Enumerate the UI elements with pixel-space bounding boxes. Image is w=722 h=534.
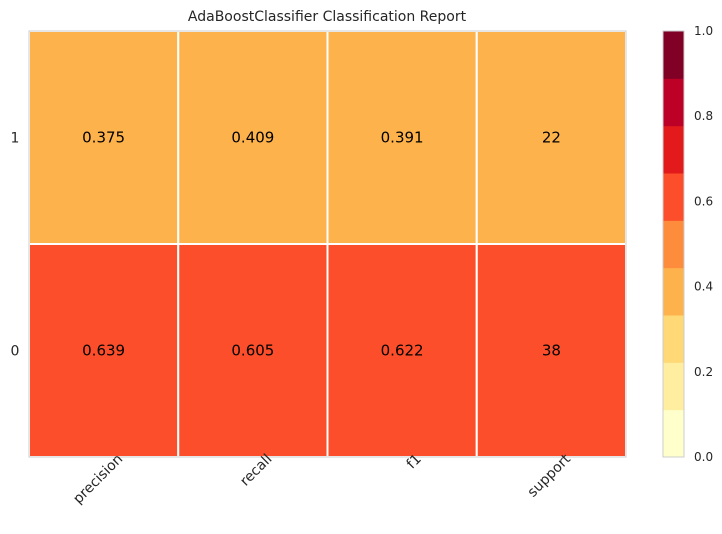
colorbar-segment — [663, 173, 684, 221]
heatmap-cell-1-precision — [28, 30, 180, 245]
heatmap-cell-1-recall — [177, 30, 329, 245]
colorbar-tick-label: 0.0 — [694, 450, 713, 464]
colorbar-tick-label: 0.2 — [694, 365, 713, 379]
colorbar-segment — [663, 362, 684, 411]
cell-value-label: 0.639 — [82, 342, 125, 360]
cell-value-label: 0.391 — [381, 129, 424, 147]
cell-value-label: 0.375 — [82, 129, 125, 147]
cell-value-label: 0.605 — [231, 342, 274, 360]
column-tick-label: precision — [70, 451, 126, 507]
row-tick-labels: 10 — [11, 131, 20, 360]
colorbar-tick-label: 0.6 — [694, 194, 713, 208]
colorbar-segment — [663, 315, 684, 363]
heatmap-cell-0-support — [475, 243, 627, 458]
row-tick-label: 1 — [11, 131, 20, 147]
colorbar-segment — [663, 31, 684, 79]
cell-value-label: 38 — [542, 342, 561, 360]
cell-value-label: 0.409 — [231, 129, 274, 147]
colorbar-segment — [663, 220, 684, 269]
column-tick-labels: precision recall f1 support — [70, 451, 574, 507]
colorbar-tick-labels: 0.0 0.2 0.4 0.6 0.8 1.0 — [694, 24, 713, 464]
heatmap-cell-1-support — [475, 30, 627, 245]
colorbar-tick-label: 0.4 — [694, 280, 713, 294]
colorbar — [662, 30, 685, 458]
cell-value-label: 0.622 — [381, 342, 424, 360]
plot-frame — [28, 30, 627, 458]
heatmap-cell-0-precision — [28, 243, 180, 458]
colorbar-segment — [663, 267, 684, 316]
row-tick-label: 0 — [11, 344, 20, 360]
colorbar-tick-label: 1.0 — [694, 24, 713, 38]
colorbar-segment — [663, 78, 684, 127]
column-tick-label: support — [525, 451, 575, 501]
cell-value-label: 22 — [542, 129, 561, 147]
colorbar-frame — [662, 30, 685, 458]
heatmap-cell-0-recall — [177, 243, 329, 458]
colorbar-segment — [663, 409, 684, 458]
colorbar-segment — [663, 125, 684, 174]
colorbar-tick-label: 0.8 — [694, 109, 713, 123]
chart-title: AdaBoostClassifier Classification Report — [188, 9, 467, 25]
heatmap-cells: 0.375 0.409 0.391 22 0.639 0.605 0.622 38 — [28, 30, 627, 458]
